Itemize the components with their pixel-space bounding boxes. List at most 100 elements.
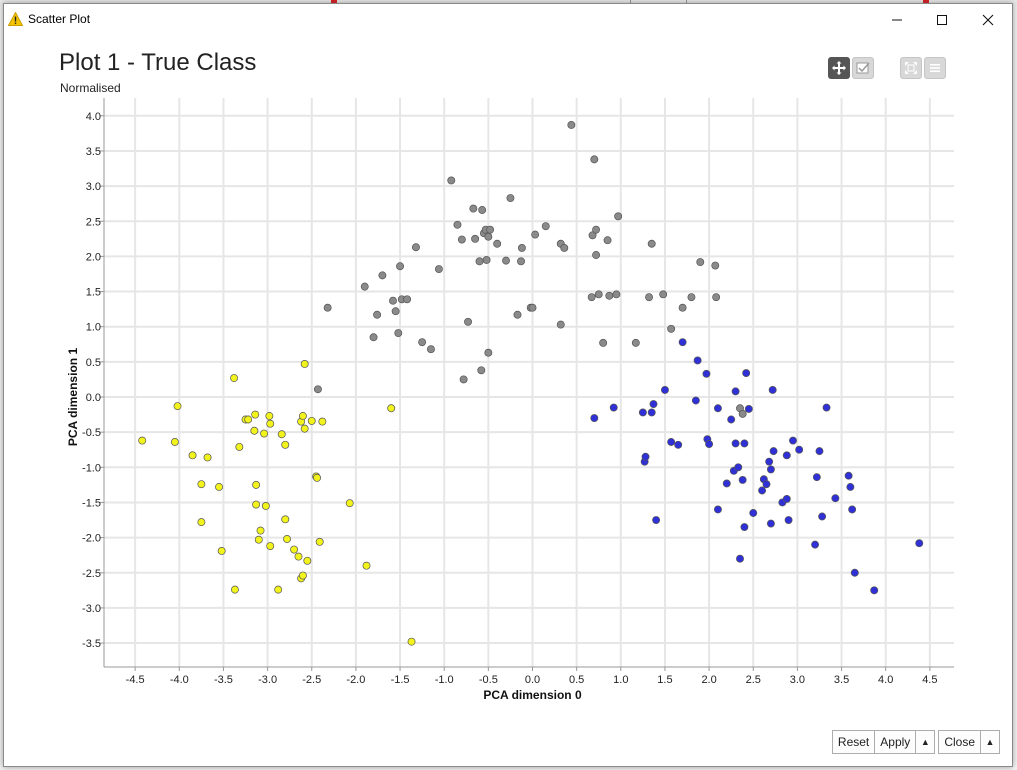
data-point[interactable]	[453, 220, 462, 229]
reset-button[interactable]: Reset	[831, 730, 876, 754]
apply-button[interactable]: Apply	[874, 730, 917, 754]
data-point[interactable]	[294, 552, 303, 561]
data-point[interactable]	[251, 410, 260, 419]
data-point[interactable]	[769, 447, 778, 456]
data-point[interactable]	[713, 505, 722, 514]
data-point[interactable]	[560, 244, 569, 252]
minimize-button[interactable]	[874, 4, 920, 35]
data-point[interactable]	[831, 494, 840, 503]
data-point[interactable]	[298, 571, 307, 580]
data-point[interactable]	[765, 457, 774, 466]
data-point[interactable]	[506, 194, 515, 203]
data-point[interactable]	[469, 204, 478, 213]
data-point[interactable]	[265, 412, 274, 420]
data-point[interactable]	[795, 445, 804, 454]
data-point[interactable]	[603, 236, 612, 245]
close-button[interactable]: Close	[938, 730, 981, 754]
data-point[interactable]	[427, 345, 435, 354]
data-point[interactable]	[484, 232, 493, 241]
data-point[interactable]	[815, 447, 824, 456]
data-point[interactable]	[567, 120, 576, 129]
data-point[interactable]	[734, 463, 743, 472]
data-point[interactable]	[667, 438, 676, 446]
data-point[interactable]	[766, 465, 775, 474]
data-point[interactable]	[283, 535, 291, 543]
options-menu-button[interactable]	[924, 57, 946, 79]
data-point[interactable]	[587, 293, 596, 302]
data-point[interactable]	[230, 374, 238, 382]
data-point[interactable]	[447, 176, 456, 185]
scatter-chart[interactable]: -4.5 -4.0 -3.5 -3.0 -2.5 -2.0 -1.5 -1.0 -0.5 0.0 0…	[4, 35, 1012, 725]
data-point[interactable]	[477, 366, 486, 375]
data-point[interactable]	[641, 452, 650, 461]
data-point[interactable]	[731, 439, 740, 448]
data-point[interactable]	[266, 542, 275, 550]
data-point[interactable]	[471, 234, 480, 243]
data-point[interactable]	[612, 290, 621, 299]
data-point[interactable]	[758, 486, 767, 495]
data-point[interactable]	[313, 473, 321, 482]
data-point[interactable]	[411, 243, 420, 252]
data-point[interactable]	[513, 310, 522, 319]
data-point[interactable]	[736, 554, 744, 563]
data-point[interactable]	[659, 290, 668, 299]
data-point[interactable]	[711, 261, 720, 270]
data-point[interactable]	[766, 519, 775, 528]
data-point[interactable]	[638, 408, 647, 417]
data-point[interactable]	[250, 426, 259, 435]
data-point[interactable]	[298, 412, 307, 420]
data-point[interactable]	[609, 403, 618, 412]
selection-mode-button[interactable]	[852, 57, 874, 79]
data-point[interactable]	[850, 568, 859, 577]
apply-options-arrow[interactable]: ▲	[915, 730, 936, 754]
data-point[interactable]	[731, 387, 740, 396]
data-point[interactable]	[138, 436, 147, 445]
data-point[interactable]	[722, 479, 731, 488]
data-point[interactable]	[203, 453, 212, 462]
data-point[interactable]	[592, 225, 601, 234]
data-point[interactable]	[528, 303, 537, 312]
data-point[interactable]	[762, 480, 771, 489]
data-point[interactable]	[915, 539, 924, 548]
data-point[interactable]	[712, 293, 721, 302]
data-point[interactable]	[197, 480, 206, 489]
data-point[interactable]	[661, 386, 669, 394]
data-point[interactable]	[614, 212, 623, 221]
data-point[interactable]	[478, 206, 487, 214]
data-point[interactable]	[396, 262, 404, 271]
data-point[interactable]	[215, 483, 223, 491]
data-point[interactable]	[738, 476, 747, 484]
data-point[interactable]	[464, 317, 472, 326]
data-point[interactable]	[303, 556, 312, 565]
data-point[interactable]	[252, 480, 261, 489]
window-titlebar[interactable]: Scatter Plot	[4, 4, 1012, 35]
data-point[interactable]	[846, 483, 855, 491]
data-point[interactable]	[740, 523, 749, 532]
data-point[interactable]	[266, 419, 275, 428]
fullscreen-button[interactable]	[900, 57, 922, 79]
data-point[interactable]	[531, 230, 540, 239]
data-point[interactable]	[687, 293, 696, 302]
data-point[interactable]	[702, 369, 711, 378]
data-point[interactable]	[848, 505, 857, 514]
data-point[interactable]	[742, 369, 751, 378]
data-point[interactable]	[493, 239, 502, 248]
data-point[interactable]	[281, 440, 290, 449]
data-point[interactable]	[323, 303, 332, 312]
data-point[interactable]	[693, 356, 702, 365]
data-point[interactable]	[691, 396, 700, 405]
data-point[interactable]	[782, 451, 791, 460]
data-point[interactable]	[170, 438, 179, 446]
data-point[interactable]	[674, 440, 683, 449]
data-point[interactable]	[173, 402, 182, 411]
data-point[interactable]	[647, 239, 656, 248]
data-point[interactable]	[188, 451, 197, 460]
data-point[interactable]	[590, 414, 599, 423]
data-point[interactable]	[252, 500, 261, 509]
pan-mode-button[interactable]	[828, 57, 850, 79]
data-point[interactable]	[812, 473, 821, 482]
data-point[interactable]	[517, 244, 526, 252]
data-point[interactable]	[394, 329, 403, 337]
data-point[interactable]	[290, 545, 299, 554]
data-point[interactable]	[360, 282, 369, 291]
